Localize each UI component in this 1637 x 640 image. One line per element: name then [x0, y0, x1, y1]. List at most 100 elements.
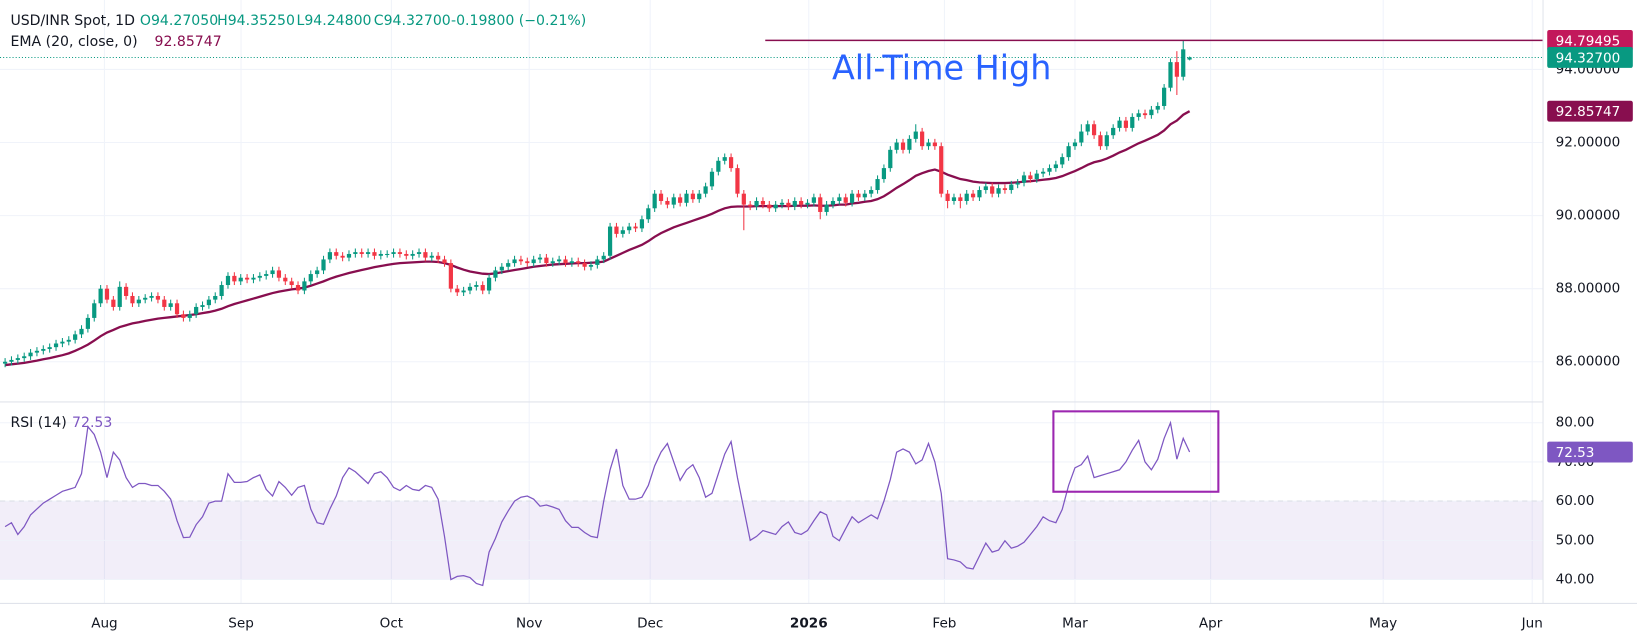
candle-body: [385, 253, 390, 256]
candle-body: [690, 193, 695, 200]
candle-body: [703, 186, 708, 194]
candle-body: [1041, 171, 1046, 174]
y-tick-label: 80.00: [1556, 415, 1595, 431]
candle-body: [404, 253, 409, 256]
candle-body: [168, 303, 173, 307]
high-line-label-bg: [1547, 29, 1633, 51]
symbol-title: USD/INR Spot, 1D: [10, 13, 135, 29]
candle-body: [913, 131, 918, 139]
candle-body: [493, 270, 498, 278]
candle-body: [811, 197, 816, 203]
candle-body: [627, 226, 632, 231]
candle-body: [1181, 49, 1186, 77]
candle-body: [1098, 135, 1103, 147]
candle-body: [181, 314, 186, 318]
candle-body: [620, 230, 625, 234]
candle-body: [187, 314, 192, 318]
candle-body: [1111, 127, 1116, 136]
candle-body: [569, 261, 574, 264]
candle-body: [397, 252, 403, 254]
candle-body: [1053, 164, 1058, 169]
candle-body: [474, 285, 479, 287]
x-tick-label: Apr: [1199, 615, 1223, 631]
candle-body: [9, 359, 14, 362]
rsi-line: [4, 420, 1191, 587]
candle-body: [174, 303, 180, 315]
candle-body: [219, 285, 224, 296]
candle-body: [1155, 105, 1160, 110]
candle-body: [550, 261, 555, 264]
candle-body: [1174, 62, 1179, 77]
candle-body: [964, 193, 969, 201]
candle-body: [1015, 182, 1020, 185]
candle-body: [754, 200, 759, 207]
high-line-label: 94.79495: [1556, 33, 1621, 49]
candle-body: [639, 219, 645, 229]
candle-body: [276, 270, 282, 278]
candle-body: [1117, 120, 1122, 128]
candle-body: [232, 275, 237, 282]
candle-body: [799, 200, 804, 205]
candle-body: [525, 261, 530, 264]
candle-body: [123, 286, 129, 296]
candle-body: [283, 277, 288, 282]
candle-body: [996, 188, 1001, 194]
rsi-legend-value: 72.53: [72, 415, 112, 431]
candle-body: [990, 186, 995, 194]
candle-body: [1187, 57, 1192, 60]
highlight-box: [1052, 410, 1220, 493]
marks: [0, 39, 1544, 587]
candle-body: [970, 193, 976, 198]
candle-body: [792, 200, 797, 207]
candle-body: [98, 288, 103, 304]
candle-body: [1168, 62, 1173, 88]
candle-body: [213, 295, 218, 300]
candle-body: [423, 252, 428, 258]
x-tick-label: Oct: [380, 615, 403, 631]
candle-body: [531, 259, 536, 264]
candle-body: [582, 263, 587, 267]
candle-body: [894, 142, 899, 150]
candle-body: [410, 253, 415, 256]
candle-body: [295, 285, 301, 291]
ohlc-close: C94.32700: [374, 13, 451, 29]
candle-body: [372, 252, 377, 256]
candle-body: [2, 361, 8, 364]
candle-body: [869, 190, 874, 194]
candle-body: [932, 142, 937, 147]
candle-body: [486, 277, 492, 291]
x-tick-label: Mar: [1062, 615, 1088, 631]
candle-body: [1028, 175, 1033, 180]
candle-body: [1060, 157, 1065, 165]
candle-body: [327, 252, 332, 260]
y-tick-label: 40.00: [1556, 572, 1595, 588]
candle-body: [1034, 173, 1039, 180]
candle-body: [1142, 113, 1148, 116]
candle-body: [958, 197, 963, 201]
candle-body: [951, 197, 957, 201]
candle-body: [595, 259, 600, 265]
ohlc-open: O94.27050: [140, 13, 218, 29]
candle-body: [480, 285, 485, 291]
candle-body: [588, 264, 594, 267]
candle-body: [238, 277, 243, 282]
candle-body: [576, 261, 581, 264]
candle-body: [735, 168, 740, 194]
y-tick-label: 86.00000: [1556, 354, 1621, 370]
price-change: -0.19800 (−0.21%): [451, 13, 586, 29]
candle-body: [760, 200, 766, 205]
candle-body: [722, 157, 727, 161]
ema-value-label: 92.85747: [1556, 104, 1621, 120]
candle-body: [244, 277, 250, 280]
ohlc-high: H94.35250: [217, 13, 295, 29]
candle-body: [697, 193, 702, 200]
y-tick-label: 50.00: [1556, 532, 1595, 548]
annotation: All-Time High: [832, 48, 1051, 87]
ema-legend: EMA (20, close, 0): [10, 34, 137, 50]
y-tick-label: 88.00000: [1556, 281, 1621, 297]
candle-body: [875, 179, 880, 191]
candle-body: [824, 204, 829, 212]
candle-body: [977, 190, 982, 198]
candle-body: [518, 259, 524, 262]
price-badges: 94.79495 94.32700 92.85747 72.53: [1547, 29, 1633, 463]
